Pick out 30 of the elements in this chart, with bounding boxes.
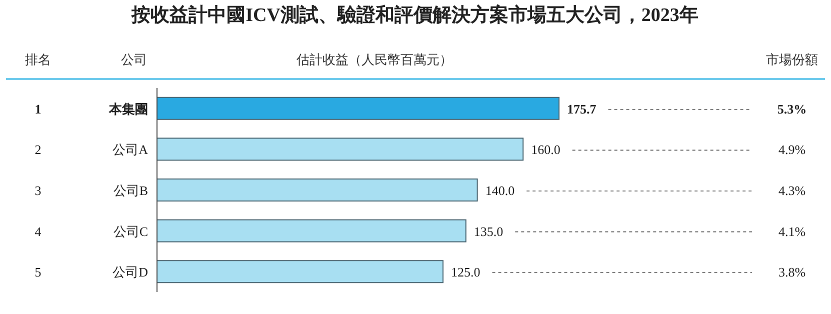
y-axis-title: 公司 — [121, 52, 147, 67]
y-tick-label: 公司C — [113, 224, 148, 239]
text: 市場份額 — [766, 52, 818, 67]
y-tick-label: 公司D — [112, 264, 148, 280]
text: 1 — [34, 101, 42, 116]
bar — [156, 138, 524, 161]
x-axis-title: 估計收益（人民幣百萬元） — [296, 52, 452, 67]
data-label: 135.0 — [474, 224, 504, 239]
bar — [156, 219, 466, 242]
text: 3 — [34, 183, 42, 198]
bar — [156, 96, 560, 120]
text: 排名 — [25, 52, 51, 67]
y-tick-label: 公司A — [112, 142, 149, 158]
text: 2 — [34, 142, 42, 158]
data-label: 160.0 — [531, 142, 560, 158]
text: 4.3% — [778, 183, 806, 198]
data-label: 140.0 — [485, 183, 515, 198]
y-tick-label: 本集團 — [108, 101, 148, 116]
text: 4.9% — [778, 142, 806, 158]
text: 3.8% — [778, 264, 806, 280]
text: 5 — [34, 264, 42, 280]
text: 5.3% — [777, 101, 807, 116]
data-label: 175.7 — [567, 101, 597, 116]
chart-title: 按收益計中國ICV測試、驗證和評價解決方案市場五大公司，2023年 — [130, 4, 698, 26]
bar — [156, 260, 444, 284]
y-tick-label: 公司B — [113, 183, 148, 198]
bar — [156, 178, 478, 202]
text: 4.1% — [778, 224, 806, 239]
text: 4 — [34, 224, 42, 239]
data-label: 125.0 — [451, 264, 480, 280]
